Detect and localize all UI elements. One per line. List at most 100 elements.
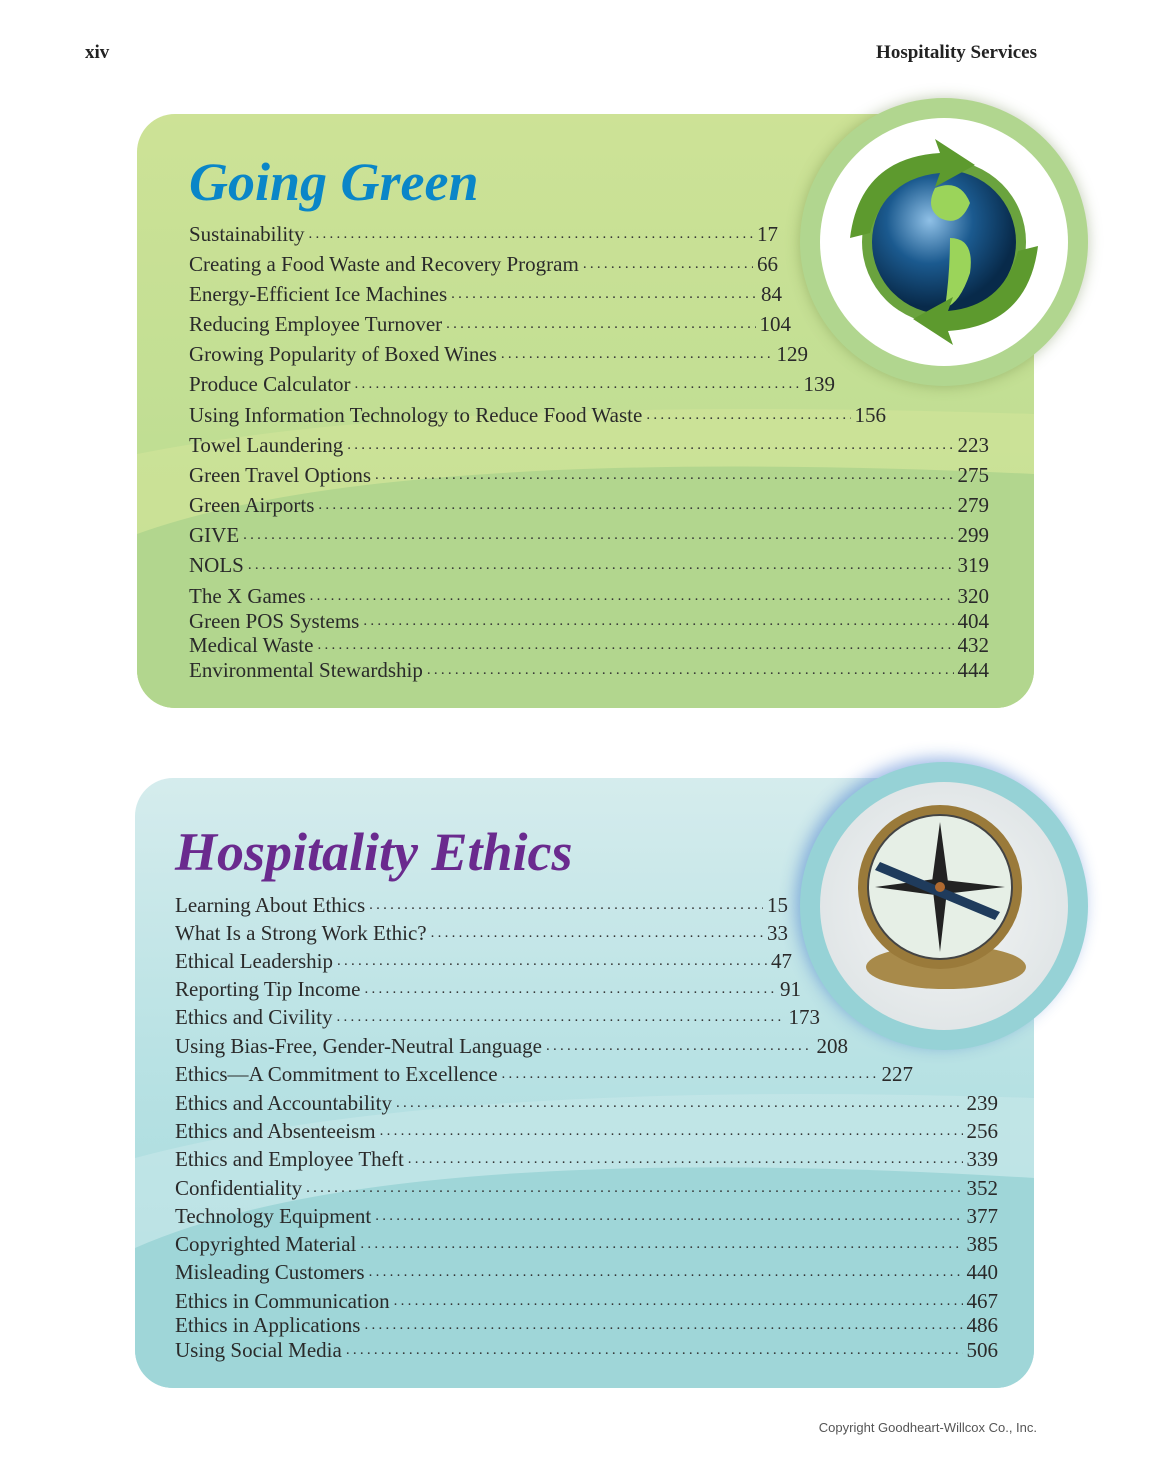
dot-leader [396, 1090, 963, 1116]
toc-entry[interactable]: Ethical Leadership 47 [175, 948, 792, 974]
toc-entry-title: Towel Laundering [189, 433, 344, 457]
dot-leader [309, 221, 754, 247]
toc-entry[interactable]: Ethics in Communication 467 [175, 1288, 998, 1314]
toc-entry[interactable]: NOLS 319 [189, 552, 989, 578]
toc-entry-page: 319 [957, 553, 990, 577]
toc-entry[interactable]: Using Bias-Free, Gender-Neutral Language… [175, 1033, 848, 1059]
toc-entry-title: NOLS [189, 553, 244, 577]
toc-entry-title: Using Bias-Free, Gender-Neutral Language [175, 1034, 542, 1058]
toc-entry-page: 339 [966, 1147, 999, 1171]
toc-entry-page: 227 [881, 1062, 914, 1086]
dot-leader [365, 976, 776, 1002]
dot-leader [427, 657, 954, 683]
toc-entry-title: Growing Popularity of Boxed Wines [189, 342, 497, 366]
toc-entry[interactable]: Creating a Food Waste and Recovery Progr… [189, 251, 778, 277]
toc-entry-page: 256 [966, 1119, 999, 1143]
toc-entry-title: Creating a Food Waste and Recovery Progr… [189, 252, 579, 276]
toc-entry[interactable]: Medical Waste 432 [189, 632, 989, 658]
toc-entry-title: Medical Waste [189, 633, 314, 657]
dot-leader [380, 1118, 963, 1144]
toc-entry-page: 33 [767, 921, 788, 945]
toc-entry[interactable]: Energy-Efficient Ice Machines 84 [189, 281, 782, 307]
toc-entry-page: 104 [759, 312, 792, 336]
toc-entry-page: 84 [761, 282, 782, 306]
toc-entry-title: Environmental Stewardship [189, 658, 423, 682]
toc-entry[interactable]: Technology Equipment 377 [175, 1203, 998, 1229]
toc-entry-title: GIVE [189, 523, 240, 547]
toc-entry-page: 208 [816, 1034, 849, 1058]
compass-image-frame [800, 762, 1088, 1050]
toc-entry-title: Copyrighted Material [175, 1232, 357, 1256]
dot-leader [337, 948, 767, 974]
globe-recycle-icon [850, 139, 1038, 345]
dot-leader [337, 1004, 785, 1030]
toc-entry[interactable]: Ethics and Civility 173 [175, 1004, 820, 1030]
globe-image-inner [820, 118, 1068, 366]
toc-entry[interactable]: Ethics and Employee Theft 339 [175, 1146, 998, 1172]
toc-entry-title: Green Travel Options [189, 463, 371, 487]
toc-entry[interactable]: Using Social Media 506 [175, 1337, 998, 1363]
dot-leader [394, 1288, 963, 1314]
toc-entry-title: Ethics and Accountability [175, 1091, 392, 1115]
toc-entry[interactable]: Confidentiality 352 [175, 1175, 998, 1201]
toc-entry[interactable]: Ethics—A Commitment to Excellence 227 [175, 1061, 913, 1087]
toc-entry-page: 506 [966, 1338, 999, 1362]
toc-entry[interactable]: Environmental Stewardship 444 [189, 657, 989, 683]
dot-leader [347, 432, 953, 458]
toc-entry[interactable]: Misleading Customers 440 [175, 1259, 998, 1285]
toc-entry-title: Technology Equipment [175, 1204, 372, 1228]
toc-entry[interactable]: Using Information Technology to Reduce F… [189, 402, 886, 428]
toc-entry[interactable]: Green POS Systems 404 [189, 608, 989, 634]
toc-entry[interactable]: Ethics and Accountability 239 [175, 1090, 998, 1116]
dot-leader [369, 892, 763, 918]
toc-entry-page: 299 [957, 523, 990, 547]
toc-entry-page: 15 [767, 893, 788, 917]
copyright-notice: Copyright Goodheart-Willcox Co., Inc. [818, 1420, 1037, 1435]
toc-entry[interactable]: Green Airports 279 [189, 492, 989, 518]
compass-icon [858, 805, 1026, 989]
toc-entry[interactable]: Growing Popularity of Boxed Wines 129 [189, 341, 808, 367]
dot-leader [451, 281, 757, 307]
toc-entry-page: 239 [966, 1091, 999, 1115]
dot-leader [360, 1231, 962, 1257]
toc-entry[interactable]: Towel Laundering 223 [189, 432, 989, 458]
dot-leader [375, 462, 954, 488]
toc-entry-page: 279 [957, 493, 990, 517]
toc-entry-title: What Is a Strong Work Ethic? [175, 921, 427, 945]
dot-leader [363, 608, 953, 634]
toc-entry-title: Ethics and Civility [175, 1005, 333, 1029]
toc-entry-page: 444 [957, 658, 990, 682]
toc-entry-title: Green POS Systems [189, 609, 360, 633]
toc-entry-title: Ethics in Applications [175, 1313, 361, 1337]
toc-entry[interactable]: GIVE 299 [189, 522, 989, 548]
toc-entry[interactable]: Sustainability 17 [189, 221, 778, 247]
toc-entry[interactable]: Reporting Tip Income 91 [175, 976, 801, 1002]
toc-entry-page: 47 [771, 949, 792, 973]
toc-entry[interactable]: What Is a Strong Work Ethic? 33 [175, 920, 788, 946]
toc-entry[interactable]: The X Games 320 [189, 583, 989, 609]
toc-entry[interactable]: Learning About Ethics 15 [175, 892, 788, 918]
toc-entry-page: 377 [966, 1204, 999, 1228]
toc-entry[interactable]: Ethics and Absenteeism 256 [175, 1118, 998, 1144]
toc-entry-page: 385 [966, 1232, 999, 1256]
toc-entry[interactable]: Green Travel Options 275 [189, 462, 989, 488]
toc-entry-title: Confidentiality [175, 1176, 303, 1200]
toc-entry-title: Ethics in Communication [175, 1289, 390, 1313]
hospitality-ethics-title: Hospitality Ethics [175, 822, 573, 882]
toc-entry[interactable]: Produce Calculator 139 [189, 371, 835, 397]
dot-leader [306, 1175, 962, 1201]
dot-leader [546, 1033, 813, 1059]
dot-leader [346, 1337, 963, 1363]
dot-leader [502, 1061, 878, 1087]
toc-entry-title: Sustainability [189, 222, 305, 246]
dot-leader [431, 920, 763, 946]
toc-entry-page: 275 [957, 463, 990, 487]
toc-entry-page: 432 [957, 633, 990, 657]
toc-entry[interactable]: Reducing Employee Turnover 104 [189, 311, 791, 337]
toc-entry-title: Reporting Tip Income [175, 977, 361, 1001]
toc-entry[interactable]: Ethics in Applications 486 [175, 1312, 998, 1338]
toc-entry-page: 17 [757, 222, 778, 246]
toc-entry-page: 66 [757, 252, 778, 276]
toc-entry[interactable]: Copyrighted Material 385 [175, 1231, 998, 1257]
toc-entry-page: 320 [957, 584, 990, 608]
